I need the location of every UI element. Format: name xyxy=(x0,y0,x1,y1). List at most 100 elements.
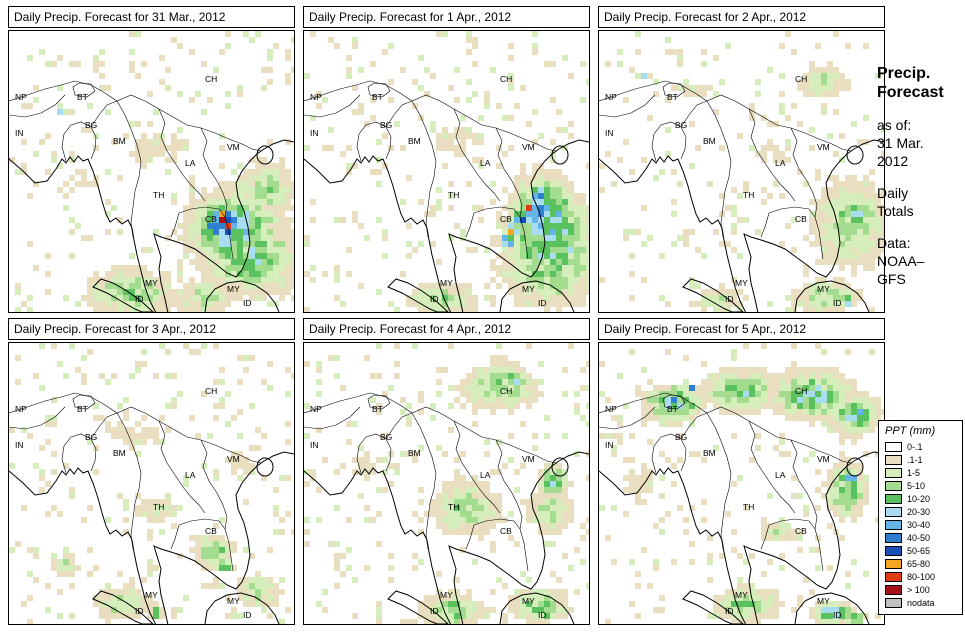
sidebar-title: Precip. Forecast xyxy=(877,64,963,102)
svg-text:TH: TH xyxy=(743,502,754,512)
legend-label: 5-10 xyxy=(907,480,926,491)
svg-text:VM: VM xyxy=(522,142,535,152)
precip-map: NP BT BG IN CH BM VM LA TH CB MY ID MY ID xyxy=(303,342,590,625)
legend-swatch xyxy=(885,467,902,478)
svg-text:CH: CH xyxy=(205,386,217,396)
legend-row: 1-5 xyxy=(885,466,957,479)
legend-swatch xyxy=(885,519,902,530)
svg-text:LA: LA xyxy=(480,158,491,168)
text-line: as of: xyxy=(877,117,912,133)
svg-text:BM: BM xyxy=(703,136,716,146)
svg-text:NP: NP xyxy=(605,404,617,414)
svg-text:MY: MY xyxy=(735,590,748,600)
svg-text:MY: MY xyxy=(440,590,453,600)
forecast-panel-3: Daily Precip. Forecast for 2 Apr., 2012 … xyxy=(598,6,885,313)
svg-text:CB: CB xyxy=(795,214,807,224)
svg-text:NP: NP xyxy=(310,92,322,102)
svg-text:IN: IN xyxy=(310,128,319,138)
precip-map: NP BT BG IN CH BM VM LA TH CB MY ID MY ID xyxy=(8,30,295,313)
svg-text:CH: CH xyxy=(795,74,807,84)
panel-title: Daily Precip. Forecast for 3 Apr., 2012 xyxy=(8,318,295,340)
svg-text:LA: LA xyxy=(185,470,196,480)
legend-swatch xyxy=(885,493,902,504)
svg-text:TH: TH xyxy=(448,190,459,200)
precip-map: NP BT BG IN CH BM VM LA TH CB MY ID MY ID xyxy=(8,342,295,625)
svg-text:BG: BG xyxy=(380,432,392,442)
legend-label: 0-.1 xyxy=(907,441,923,452)
svg-text:CB: CB xyxy=(795,526,807,536)
legend-swatch xyxy=(885,558,902,569)
svg-text:ID: ID xyxy=(135,294,144,304)
forecast-panel-5: Daily Precip. Forecast for 4 Apr., 2012 … xyxy=(303,318,590,625)
svg-text:ID: ID xyxy=(725,606,734,616)
svg-text:BG: BG xyxy=(85,432,97,442)
legend-row: 50-65 xyxy=(885,544,957,557)
forecast-panel-4: Daily Precip. Forecast for 3 Apr., 2012 … xyxy=(8,318,295,625)
text-line: Totals xyxy=(877,203,914,219)
legend-label: .1-1 xyxy=(907,454,923,465)
legend-row: 80-100 xyxy=(885,570,957,583)
legend-row: 10-20 xyxy=(885,492,957,505)
svg-text:ID: ID xyxy=(243,298,252,308)
svg-text:VM: VM xyxy=(817,142,830,152)
svg-text:ID: ID xyxy=(538,610,547,620)
precip-map: NP BT BG IN CH BM VM LA TH CB MY ID MY ID xyxy=(598,30,885,313)
svg-text:BT: BT xyxy=(77,404,88,414)
precip-map: NP BT BG IN CH BM VM LA TH CB MY ID MY ID xyxy=(598,342,885,625)
legend-label: 10-20 xyxy=(907,493,931,504)
svg-text:MY: MY xyxy=(440,278,453,288)
svg-text:VM: VM xyxy=(227,454,240,464)
legend-swatch xyxy=(885,441,902,452)
svg-text:CB: CB xyxy=(205,214,217,224)
svg-text:CH: CH xyxy=(795,386,807,396)
svg-text:ID: ID xyxy=(833,298,842,308)
legend-swatch xyxy=(885,597,902,608)
svg-text:BT: BT xyxy=(667,92,678,102)
svg-text:BT: BT xyxy=(667,404,678,414)
text-line: 2012 xyxy=(877,153,909,169)
svg-text:LA: LA xyxy=(185,158,196,168)
legend-label: 20-30 xyxy=(907,506,931,517)
text-line: Data: xyxy=(877,235,911,251)
svg-text:TH: TH xyxy=(153,502,164,512)
svg-text:MY: MY xyxy=(522,596,535,606)
legend-row: 5-10 xyxy=(885,479,957,492)
legend-label: 65-80 xyxy=(907,558,931,569)
svg-text:LA: LA xyxy=(775,470,786,480)
svg-text:VM: VM xyxy=(522,454,535,464)
svg-text:VM: VM xyxy=(227,142,240,152)
sidebar-data-source: Data: NOAA– GFS xyxy=(877,234,963,288)
sidebar-totals: Daily Totals xyxy=(877,184,963,220)
svg-text:ID: ID xyxy=(725,294,734,304)
svg-text:ID: ID xyxy=(135,606,144,616)
svg-text:MY: MY xyxy=(145,278,158,288)
svg-text:TH: TH xyxy=(448,502,459,512)
legend-title: PPT (mm) xyxy=(885,425,936,437)
legend-row: nodata xyxy=(885,596,957,609)
svg-text:BG: BG xyxy=(675,120,687,130)
legend-row: 30-40 xyxy=(885,518,957,531)
forecast-panel-6: Daily Precip. Forecast for 5 Apr., 2012 … xyxy=(598,318,885,625)
legend-row: 40-50 xyxy=(885,531,957,544)
svg-text:BT: BT xyxy=(77,92,88,102)
svg-text:CB: CB xyxy=(500,214,512,224)
legend-label: 80-100 xyxy=(907,571,936,582)
legend-label: 1-5 xyxy=(907,467,921,478)
svg-text:MY: MY xyxy=(817,284,830,294)
svg-text:IN: IN xyxy=(15,440,24,450)
panel-title: Daily Precip. Forecast for 1 Apr., 2012 xyxy=(303,6,590,28)
legend-row: .1-1 xyxy=(885,453,957,466)
panel-title: Daily Precip. Forecast for 2 Apr., 2012 xyxy=(598,6,885,28)
legend: PPT (mm) 0-.1 .1-1 1-5 5-10 10-20 20-30 30-40 4… xyxy=(878,420,963,615)
svg-text:IN: IN xyxy=(605,440,614,450)
svg-text:NP: NP xyxy=(15,92,27,102)
svg-text:IN: IN xyxy=(310,440,319,450)
svg-text:MY: MY xyxy=(522,284,535,294)
svg-text:MY: MY xyxy=(817,596,830,606)
svg-text:BG: BG xyxy=(85,120,97,130)
legend-swatch xyxy=(885,584,902,595)
